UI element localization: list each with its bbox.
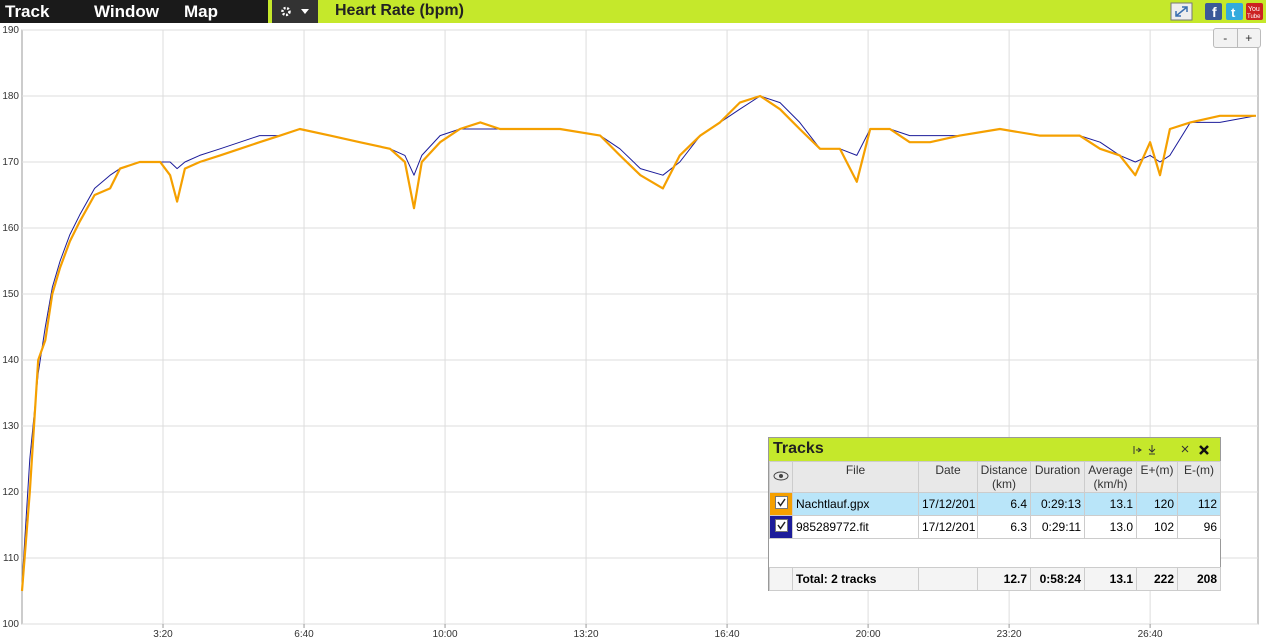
menu-item[interactable]: Track <box>5 2 50 21</box>
y-tick-label: 140 <box>2 355 19 366</box>
column-header: Date <box>918 461 978 493</box>
panel-title: Tracks <box>773 440 824 457</box>
total-label: Total: 2 tracks <box>792 567 919 591</box>
empty-cell <box>769 538 793 568</box>
table-cell: 0:29:13 <box>1030 492 1085 516</box>
svg-text:f: f <box>1212 4 1217 20</box>
y-tick-label: 170 <box>2 157 19 168</box>
empty-cell <box>977 538 1031 568</box>
track-toggle <box>769 515 793 539</box>
close-icon[interactable] <box>1199 445 1209 455</box>
column-header: E+(m) <box>1136 461 1178 493</box>
total-value: 13.1 <box>1084 567 1137 591</box>
total-value: 12.7 <box>977 567 1031 591</box>
table-cell: 0:29:11 <box>1030 515 1085 539</box>
menu-item[interactable]: Window <box>94 2 159 21</box>
table-cell: 96 <box>1177 515 1221 539</box>
header-row: File Date Distance (km) Duration Average (km… <box>769 461 1221 493</box>
column-header: Average (km/h) <box>1084 461 1137 493</box>
facebook-icon[interactable] <box>1205 3 1222 20</box>
y-tick-label: 180 <box>2 91 19 102</box>
table-cell: 102 <box>1136 515 1178 539</box>
y-tick-label: 100 <box>2 619 19 630</box>
empty-cell <box>1177 538 1221 568</box>
panel-icons <box>1133 445 1209 455</box>
total-row: Total: 2 tracks 12.7 0:58:24 13.1 222 208 <box>769 567 1221 591</box>
checkbox[interactable] <box>774 496 788 509</box>
checkbox[interactable] <box>774 519 788 532</box>
svg-text:Tube: Tube <box>1247 14 1261 20</box>
x-tick-label: 6:40 <box>294 629 314 640</box>
column-header: Duration <box>1030 461 1085 493</box>
share-icons: f t You Tube <box>1170 2 1263 21</box>
toolbar: Track Window Map Heart Rate (bpm) f t Yo… <box>0 0 1266 23</box>
table-cell: 17/12/201 <box>918 515 978 539</box>
table-cell: 6.4 <box>977 492 1031 516</box>
y-tick-label: 160 <box>2 223 19 234</box>
twitter-icon[interactable] <box>1226 3 1243 20</box>
x-tick-label: 3:20 <box>153 629 173 640</box>
eye-icon <box>773 471 789 481</box>
table-cell: 17/12/201 <box>918 492 978 516</box>
table-cell: 6.3 <box>977 515 1031 539</box>
y-tick-label: 120 <box>2 487 19 498</box>
table-cell: 13.0 <box>1084 515 1137 539</box>
tracks-panel: Tracks File Date Distance (km) Duration Aver… <box>768 437 1221 591</box>
x-tick-label: 26:40 <box>1138 629 1163 640</box>
y-tick-label: 110 <box>3 553 19 564</box>
total-cell <box>769 567 793 591</box>
line <box>20 94 1256 592</box>
menu-bar: Track Window Map <box>0 0 268 23</box>
empty-row <box>769 538 1221 568</box>
column-header: File <box>792 461 919 493</box>
x-tick-label: 23:20 <box>997 629 1022 640</box>
column-header: Distance (km) <box>977 461 1031 493</box>
empty-cell <box>918 538 978 568</box>
gear-icon <box>281 6 309 17</box>
zoom-in[interactable]: + <box>1236 29 1261 47</box>
y-tick-label: 130 <box>2 421 19 432</box>
total-value: 208 <box>1177 567 1221 591</box>
x-tick-label: 16:40 <box>715 629 740 640</box>
zoom-out[interactable]: - <box>1223 31 1228 45</box>
track-row: Nachtlauf.gpx 17/12/201 6.4 0:29:13 13.1 120 1… <box>769 492 1221 516</box>
track-toggle <box>769 492 793 516</box>
panel-header: Tracks <box>769 438 1220 461</box>
youtube-icon[interactable] <box>1246 3 1263 20</box>
y-tick-label: 190 <box>2 25 19 36</box>
empty-cell <box>792 538 919 568</box>
empty-cell <box>1084 538 1137 568</box>
tracks-table: File Date Distance (km) Duration Average (km… <box>769 461 1221 591</box>
total-value: 0:58:24 <box>1030 567 1085 591</box>
empty-cell <box>1030 538 1085 568</box>
column-header: E-(m) <box>1177 461 1221 493</box>
chart-title: Heart Rate (bpm) <box>335 2 464 19</box>
zoom-controls: - + <box>1213 28 1261 48</box>
x-tick-label: 13:20 <box>574 629 599 640</box>
y-tick-label: 150 <box>2 289 19 300</box>
table-cell: 13.1 <box>1084 492 1137 516</box>
settings-button[interactable] <box>272 0 318 23</box>
expand-icon[interactable] <box>1181 445 1189 453</box>
svg-text:t: t <box>1231 5 1236 20</box>
table-cell: 112 <box>1177 492 1221 516</box>
table-cell: 120 <box>1136 492 1178 516</box>
table-cell: 985289772.fit <box>792 515 919 539</box>
track-row: 985289772.fit 17/12/201 6.3 0:29:11 13.0 102 9… <box>769 515 1221 539</box>
total-cell <box>918 567 978 591</box>
visibility-header <box>769 461 793 493</box>
x-tick-label: 10:00 <box>433 629 458 640</box>
empty-cell <box>1136 538 1178 568</box>
menu-item[interactable]: Map <box>184 2 218 21</box>
x-tick-label: 20:00 <box>856 629 881 640</box>
svg-text:You: You <box>1248 6 1260 13</box>
table-cell: Nachtlauf.gpx <box>792 492 919 516</box>
export-icon[interactable] <box>1133 446 1142 454</box>
total-value: 222 <box>1136 567 1178 591</box>
download-icon[interactable] <box>1148 445 1156 455</box>
